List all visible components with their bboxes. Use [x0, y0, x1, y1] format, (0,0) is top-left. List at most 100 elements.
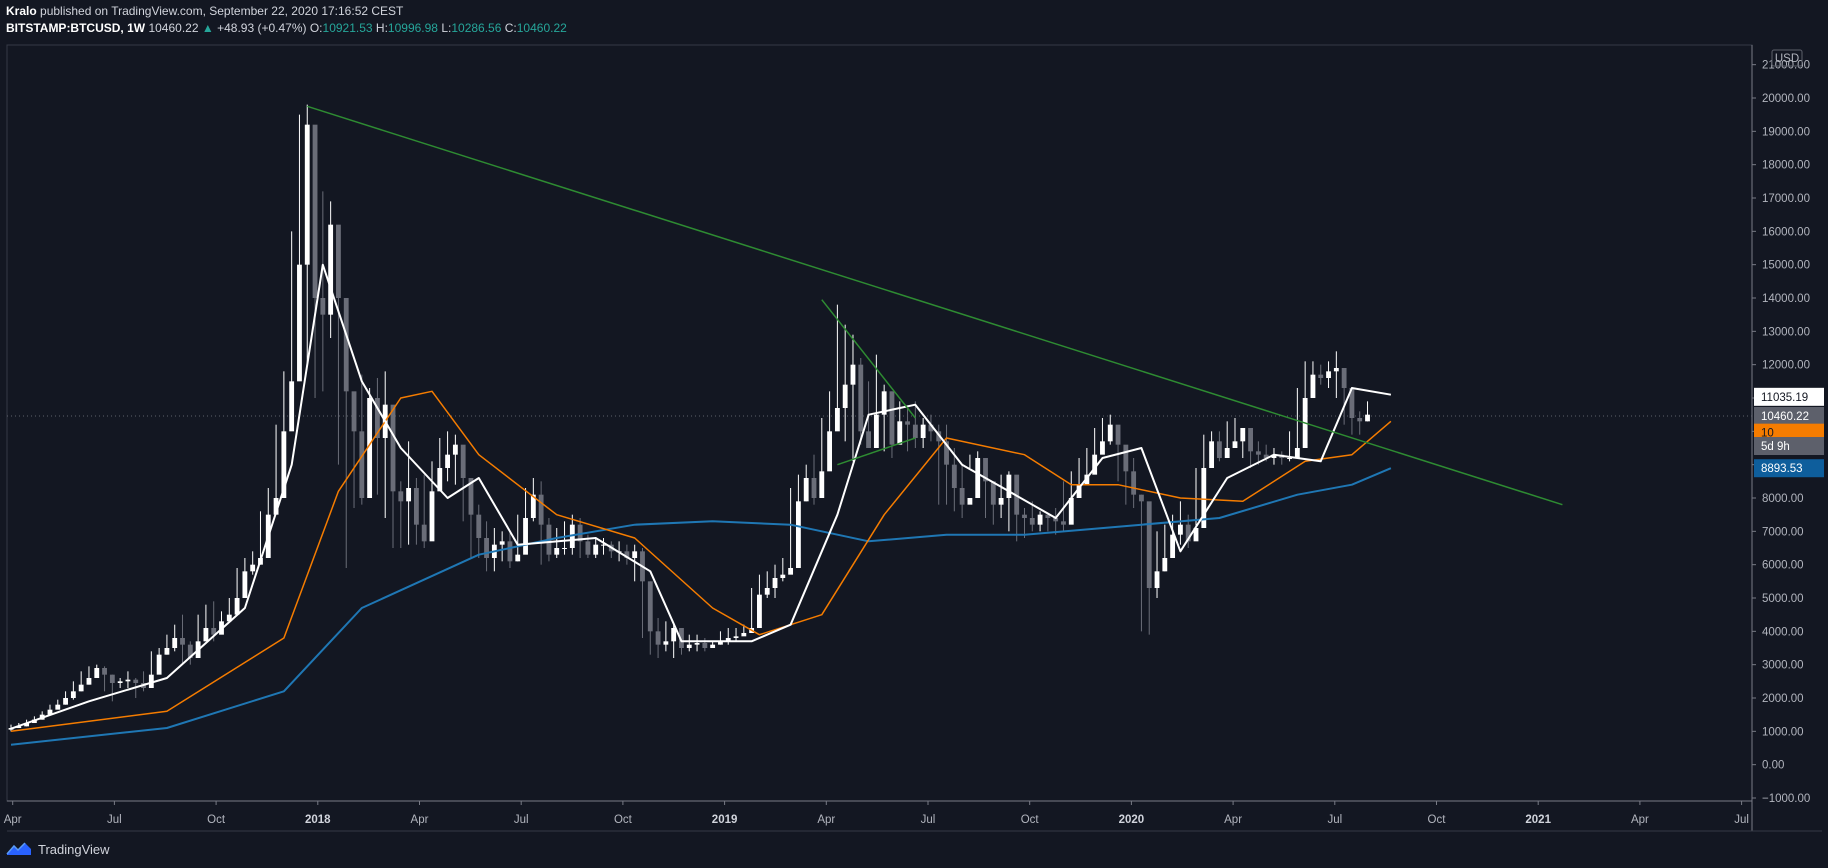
- candle: [710, 641, 716, 648]
- candle: [1240, 428, 1246, 458]
- currency-badge[interactable]: USD: [1771, 49, 1803, 67]
- candle-body: [1349, 388, 1355, 418]
- candle-body: [702, 643, 708, 648]
- candle-body: [1061, 521, 1066, 525]
- candle: [242, 558, 248, 598]
- high-label: H:: [375, 21, 388, 35]
- low-value: 10286.56: [451, 21, 502, 35]
- candle: [803, 464, 809, 502]
- candle: [1029, 501, 1035, 532]
- candle: [343, 298, 349, 568]
- candle: [1365, 401, 1370, 422]
- candle: [445, 431, 450, 482]
- x-tick-label: Apr: [411, 814, 429, 826]
- candle: [998, 474, 1004, 518]
- trendline-mid-ascending: [837, 437, 916, 466]
- candle-body: [710, 644, 716, 648]
- candle: [437, 438, 443, 492]
- candle-body: [1123, 444, 1129, 472]
- candle-body: [172, 638, 178, 648]
- candle: [125, 671, 131, 688]
- candle-body: [772, 578, 778, 588]
- candle-body: [47, 709, 53, 715]
- candle-body: [1294, 448, 1300, 458]
- x-tick-label: 2019: [712, 814, 738, 826]
- footer-brand[interactable]: TradingView: [6, 841, 110, 857]
- candle-body: [484, 538, 489, 558]
- candle: [1333, 351, 1339, 398]
- time-axis[interactable]: Apr Jul Oct 2018 Apr Jul Oct 2019 Apr Jul Oct 2020 A…: [4, 801, 1749, 826]
- candle-body: [554, 548, 560, 555]
- candle: [47, 704, 53, 715]
- candle-body: [1170, 534, 1176, 558]
- candle-body: [234, 598, 240, 615]
- y-tick-label: 13000.00: [1762, 326, 1810, 338]
- y-tick-label: 16000.00: [1762, 226, 1810, 238]
- candle-body: [429, 491, 435, 542]
- x-tick-label: Jul: [1734, 814, 1749, 826]
- candle-body: [788, 568, 794, 575]
- candle-body: [1357, 418, 1363, 422]
- candle: [180, 614, 185, 665]
- candle: [842, 324, 848, 442]
- high-value: 10996.98: [387, 21, 438, 35]
- candle: [390, 404, 396, 548]
- candle-body: [1263, 454, 1269, 458]
- price-axis[interactable]: −1000.00 0.00 1000.00 2000.00 3000.00 4000.00…: [1752, 49, 1810, 805]
- price-label-box: [1754, 387, 1824, 406]
- y-tick-label: 7000.00: [1762, 526, 1804, 538]
- candle-body: [1255, 451, 1261, 455]
- close-label: C:: [504, 21, 517, 35]
- x-tick-label: Apr: [817, 814, 835, 826]
- candle: [1022, 508, 1027, 538]
- author[interactable]: Kralo: [6, 4, 37, 18]
- candle-body: [881, 391, 887, 415]
- candle: [429, 461, 435, 542]
- candle-body: [523, 518, 528, 555]
- candle-body: [1193, 528, 1199, 542]
- x-tick-label: 2021: [1525, 814, 1551, 826]
- candle-body: [55, 704, 61, 710]
- open-value: 10921.53: [322, 21, 373, 35]
- candle-body: [102, 668, 107, 675]
- candle-body: [1185, 524, 1191, 542]
- y-tick-label: 8000.00: [1762, 493, 1804, 505]
- candle-body: [1177, 524, 1183, 535]
- candle: [1076, 458, 1082, 498]
- candle-body: [741, 633, 747, 637]
- candle-body: [1100, 441, 1105, 455]
- candle: [640, 548, 645, 638]
- candle-body: [406, 488, 412, 502]
- candle-body: [1006, 474, 1012, 498]
- candle: [63, 691, 68, 705]
- candle-body: [983, 458, 988, 482]
- candle: [515, 514, 521, 562]
- candle-body: [632, 551, 638, 558]
- candle: [234, 568, 240, 615]
- candle: [109, 674, 115, 702]
- candle-body: [164, 648, 170, 655]
- candle: [795, 474, 801, 568]
- candle: [374, 378, 380, 495]
- x-tick-label: Apr: [1631, 814, 1649, 826]
- candle: [281, 371, 287, 498]
- candle-body: [1139, 494, 1144, 502]
- candle: [530, 478, 536, 522]
- candle-body: [866, 431, 871, 448]
- candle-body: [1333, 368, 1339, 372]
- candle-body: [8, 728, 14, 730]
- symbol-label[interactable]: BITSTAMP:BTCUSD, 1W: [6, 21, 146, 35]
- candle-body: [242, 571, 248, 598]
- candle-body: [413, 488, 419, 525]
- candle: [1146, 501, 1152, 635]
- price-label-box: [1754, 459, 1824, 478]
- candle-body: [24, 723, 30, 727]
- x-tick-label: Oct: [1021, 814, 1040, 826]
- candle: [491, 528, 497, 572]
- candle-body: [203, 628, 209, 642]
- candle: [819, 418, 825, 498]
- candle: [328, 201, 334, 338]
- y-tick-label: 4000.00: [1762, 626, 1804, 638]
